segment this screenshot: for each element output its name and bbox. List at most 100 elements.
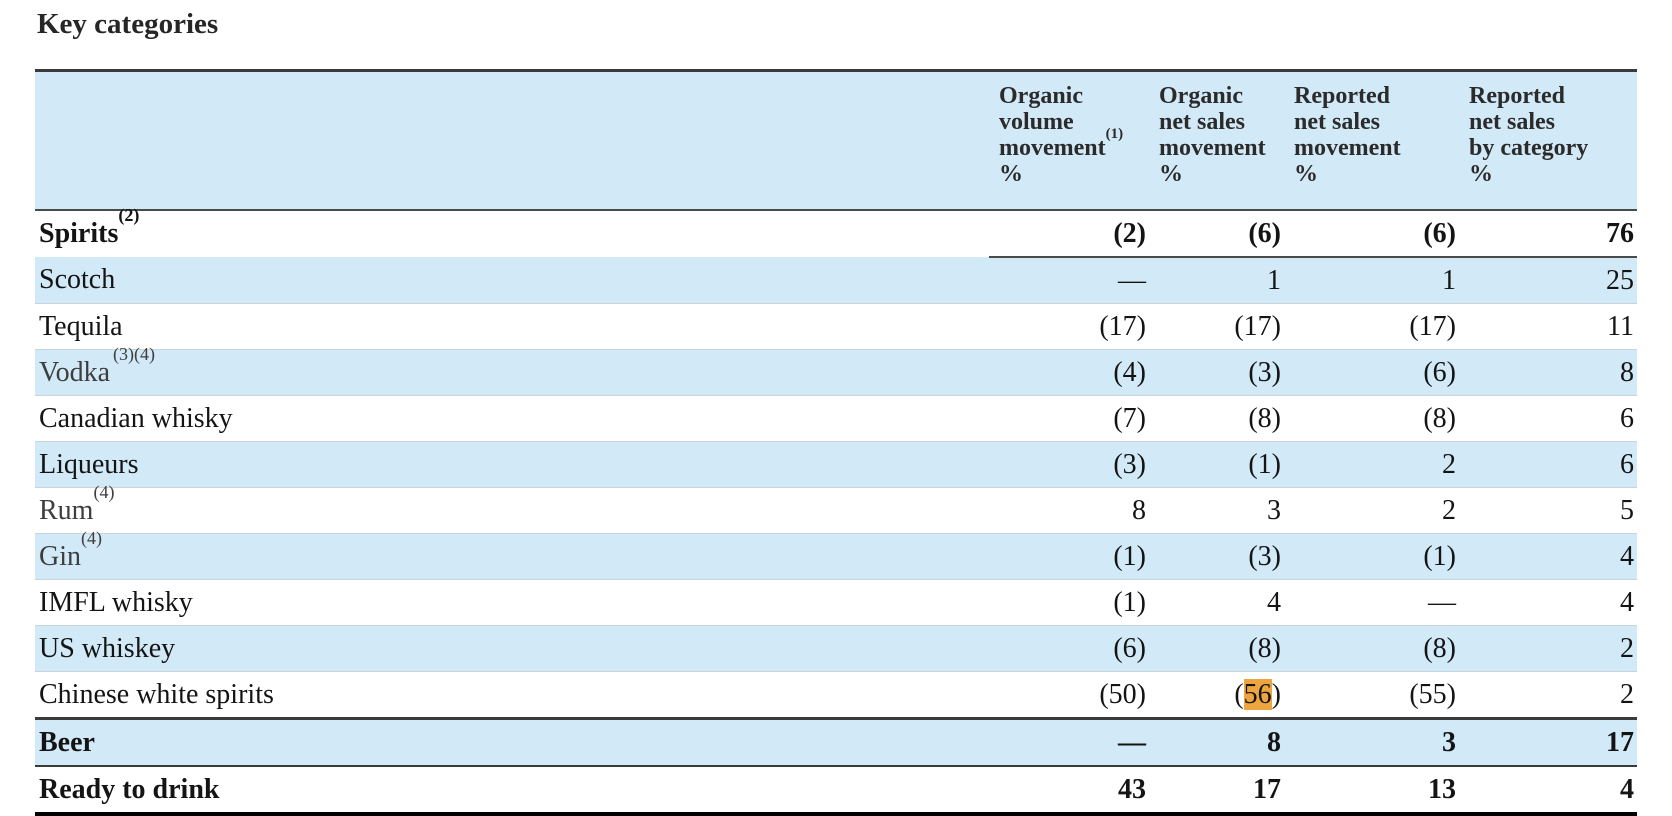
header-line: Organic xyxy=(1159,83,1243,109)
value-cell: (8) xyxy=(1284,625,1459,672)
value-cell: 13 xyxy=(1284,766,1459,816)
value-cell: (1) xyxy=(1284,533,1459,580)
value-cell: 17 xyxy=(1149,766,1284,816)
key-categories-table: Organic volume movement(1) % Organic net… xyxy=(35,69,1637,816)
table-row-tequila: Tequila (17) (17) (17) 11 xyxy=(35,303,1637,350)
column-header-reported-net-sales-movement: Reported net sales movement % xyxy=(1284,70,1459,211)
footnote-ref: (4) xyxy=(81,528,102,549)
header-line: % xyxy=(1159,161,1183,187)
value-cell: 2 xyxy=(1284,487,1459,534)
table-row-vodka: Vodka(3)(4) (4) (3) (6) 8 xyxy=(35,345,1637,396)
footnote-ref: (1) xyxy=(1105,126,1124,142)
table-row-canadian-whisky: Canadian whisky (7) (8) (8) 6 xyxy=(35,395,1637,442)
value-cell: 4 xyxy=(1149,579,1284,626)
value-cell: (4) xyxy=(989,349,1149,396)
footnote-ref: (3)(4) xyxy=(113,344,156,365)
header-line: net sales xyxy=(1294,109,1380,135)
table-row-rum: Rum(4) 8 3 2 5 xyxy=(35,483,1637,534)
search-highlight: 56 xyxy=(1243,678,1272,710)
value-cell: (8) xyxy=(1149,625,1284,672)
value-cell: 6 xyxy=(1459,441,1637,488)
value-cell: (6) xyxy=(989,625,1149,672)
row-label-cell: Ready to drink xyxy=(35,766,989,816)
value-cell: 4 xyxy=(1459,766,1637,816)
table-header-row: Organic volume movement(1) % Organic net… xyxy=(35,70,1637,211)
value-cell: 25 xyxy=(1459,257,1637,304)
value-cell: 17 xyxy=(1459,718,1637,767)
table-row-chinese-white-spirits: Chinese white spirits (50) (56) (55) 2 xyxy=(35,671,1637,720)
table-row-imfl-whisky: IMFL whisky (1) 4 — 4 xyxy=(35,579,1637,626)
value-cell: 1 xyxy=(1284,257,1459,304)
row-label-cell: Liqueurs xyxy=(35,441,989,488)
value-cell: 11 xyxy=(1459,303,1637,350)
value-cell-highlighted: (56) xyxy=(1149,671,1284,720)
value-cell: (3) xyxy=(1149,349,1284,396)
value-cell: 8 xyxy=(1459,349,1637,396)
table-row-us-whiskey: US whiskey (6) (8) (8) 2 xyxy=(35,625,1637,672)
value-cell: (1) xyxy=(989,579,1149,626)
value-cell: (17) xyxy=(1149,303,1284,350)
header-line: volume xyxy=(999,109,1074,135)
header-line: % xyxy=(1469,161,1493,187)
value-cell: 1 xyxy=(1149,257,1284,304)
table-row-ready-to-drink: Ready to drink 43 17 13 4 xyxy=(35,766,1637,816)
header-empty-cell xyxy=(35,70,989,211)
table-row-spirits: Spirits(2) (2) (6) (6) 76 xyxy=(35,205,1637,258)
value-cell: 2 xyxy=(1459,625,1637,672)
column-header-organic-volume-movement: Organic volume movement(1) % xyxy=(989,70,1149,211)
row-label-cell: Vodka(3)(4) xyxy=(35,345,989,396)
row-label-cell: Beer xyxy=(35,718,989,767)
value-cell: 8 xyxy=(1149,718,1284,767)
value-cell: (1) xyxy=(1149,441,1284,488)
value-cell: 5 xyxy=(1459,487,1637,534)
value-cell: 4 xyxy=(1459,533,1637,580)
value-cell: (8) xyxy=(1284,395,1459,442)
header-line: net sales xyxy=(1469,109,1555,135)
table-row-liqueurs: Liqueurs (3) (1) 2 6 xyxy=(35,441,1637,488)
row-label-cell: Scotch xyxy=(35,257,989,304)
value-cell: (2) xyxy=(989,210,1149,258)
header-line: movement xyxy=(1159,135,1266,161)
table-row-gin: Gin(4) (1) (3) (1) 4 xyxy=(35,529,1637,580)
table-row-scotch: Scotch — 1 1 25 xyxy=(35,257,1637,304)
value-cell: (6) xyxy=(1284,349,1459,396)
value-cell: (55) xyxy=(1284,671,1459,720)
row-label-cell: Gin(4) xyxy=(35,529,989,580)
value-cell: (17) xyxy=(1284,303,1459,350)
value-cell: 6 xyxy=(1459,395,1637,442)
row-label-cell: IMFL whisky xyxy=(35,579,989,626)
row-label-cell: Canadian whisky xyxy=(35,395,989,442)
value-cell: (3) xyxy=(1149,533,1284,580)
value-cell: (6) xyxy=(1284,210,1459,258)
column-header-reported-net-sales-by-category: Reported net sales by category % xyxy=(1459,70,1637,211)
value-cell: (1) xyxy=(989,533,1149,580)
value-cell: (50) xyxy=(989,671,1149,720)
header-line: movement(1) xyxy=(999,126,1124,162)
header-line: Organic xyxy=(999,83,1083,109)
header-line: Reported xyxy=(1294,83,1390,109)
value-cell: 2 xyxy=(1459,671,1637,720)
value-cell: 3 xyxy=(1149,487,1284,534)
row-label-cell: Chinese white spirits xyxy=(35,671,989,720)
value-cell: — xyxy=(989,718,1149,767)
value-cell: — xyxy=(989,257,1149,304)
header-line: movement xyxy=(1294,135,1401,161)
value-cell: 8 xyxy=(989,487,1149,534)
value-cell: (17) xyxy=(989,303,1149,350)
value-cell: 43 xyxy=(989,766,1149,816)
footnote-ref: (4) xyxy=(93,482,115,503)
row-label-cell: Spirits(2) xyxy=(39,205,140,249)
header-line: net sales xyxy=(1159,109,1245,135)
value-cell: (7) xyxy=(989,395,1149,442)
header-line: Reported xyxy=(1469,83,1565,109)
row-label-cell: Tequila xyxy=(35,303,989,350)
value-cell: 2 xyxy=(1284,441,1459,488)
header-line: by category xyxy=(1469,135,1589,161)
value-cell: (6) xyxy=(1149,210,1284,258)
value-cell: 76 xyxy=(1459,210,1637,258)
header-line: % xyxy=(999,161,1023,187)
row-label-cell: US whiskey xyxy=(35,625,989,672)
column-header-organic-net-sales-movement: Organic net sales movement % xyxy=(1149,70,1284,211)
value-cell: 4 xyxy=(1459,579,1637,626)
table-row-beer: Beer — 8 3 17 xyxy=(35,718,1637,767)
